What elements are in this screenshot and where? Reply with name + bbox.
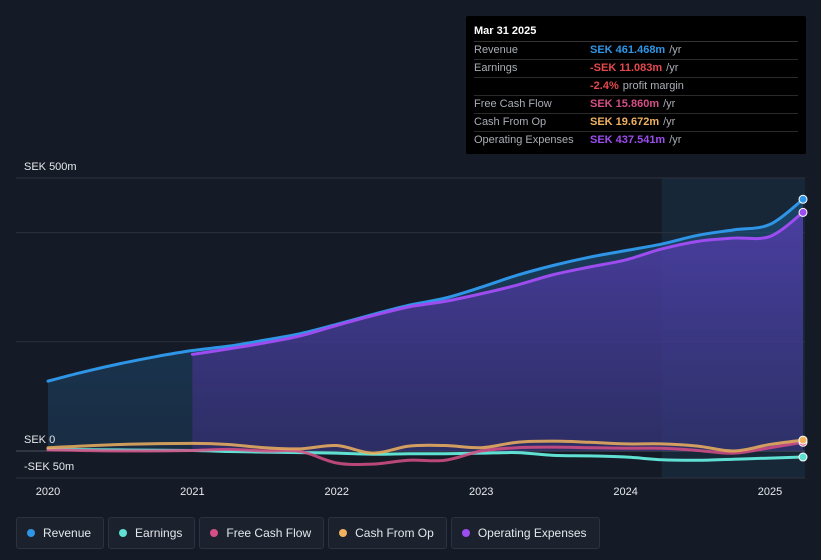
financials-chart: SEK 500m SEK 0 -SEK 50m 2020 2021 2022 2023 202… — [16, 161, 808, 498]
legend-dot-icon — [119, 529, 128, 537]
line-cash-from-op — [46, 438, 805, 455]
tooltip-row: Free Cash Flow SEK 15.860m/yr — [474, 96, 798, 114]
tooltip-row: Cash From Op SEK 19.672m/yr — [474, 114, 798, 132]
tooltip-unit: /yr — [663, 116, 676, 128]
tooltip-row: Earnings -SEK 11.083m/yr — [474, 60, 798, 78]
tooltip-value: -2.4% — [590, 80, 619, 92]
legend-item-earnings[interactable]: Earnings — [108, 517, 196, 549]
tooltip-label: Earnings — [474, 62, 518, 74]
legend-item-revenue[interactable]: Revenue — [16, 517, 105, 549]
tooltip-unit: profit margin — [622, 80, 684, 92]
tooltip-label: Cash From Op — [474, 116, 547, 128]
tooltip-value: SEK 437.541m — [590, 134, 666, 146]
tooltip-row: Operating Expenses SEK 437.541m/yr — [474, 132, 798, 149]
legend-item-cash-from-op[interactable]: Cash From Op — [328, 517, 447, 549]
tooltip-date: Mar 31 2025 — [474, 24, 798, 42]
legend-label: Revenue — [43, 526, 92, 540]
tooltip-value: SEK 15.860m — [590, 98, 660, 110]
tooltip-unit: /yr — [669, 134, 682, 146]
tooltip-label: Revenue — [474, 44, 519, 56]
line-revenue — [46, 197, 805, 383]
legend-label: Operating Expenses — [477, 526, 587, 540]
x-tick-label: 2023 — [469, 486, 493, 498]
tooltip-unit: /yr — [669, 44, 682, 56]
tooltip-unit: /yr — [666, 62, 679, 74]
legend-dot-icon — [27, 529, 35, 537]
x-tick-label: 2025 — [758, 486, 782, 498]
tooltip-label: Operating Expenses — [474, 134, 574, 146]
tooltip-label — [474, 78, 590, 95]
x-tick-label: 2022 — [325, 486, 349, 498]
x-tick-label: 2020 — [36, 486, 60, 498]
legend-dot-icon — [461, 529, 470, 537]
legend-label: Earnings — [135, 526, 183, 540]
legend-item-operating-expenses[interactable]: Operating Expenses — [450, 517, 600, 549]
point-earnings — [798, 452, 808, 462]
tooltip-value: SEK 19.672m — [590, 116, 660, 128]
tooltip-row: Revenue SEK 461.468m/yr — [474, 42, 798, 60]
tooltip-value: -SEK 11.083m — [590, 62, 663, 74]
line-operating-expenses — [190, 210, 805, 356]
legend-dot-icon — [210, 529, 219, 537]
tooltip-label: Free Cash Flow — [474, 98, 552, 110]
legend-item-free-cash-flow[interactable]: Free Cash Flow — [199, 517, 325, 549]
point-cash-from-op — [798, 435, 808, 445]
area-operating-expenses — [192, 212, 803, 451]
tooltip-rows: Revenue SEK 461.468m/yr Earnings -SEK 11.08… — [474, 42, 798, 149]
chart-legend: Revenue Earnings Free Cash Flow Cash From O… — [16, 517, 604, 549]
line-earnings — [46, 447, 805, 462]
point-revenue — [798, 194, 808, 204]
y-tick-label: SEK 0 — [24, 434, 55, 446]
x-tick-label: 2021 — [180, 486, 204, 498]
chart-svg: SEK 500m SEK 0 -SEK 50m 2020 2021 2022 2023 202… — [16, 161, 808, 498]
legend-label: Free Cash Flow — [226, 526, 312, 540]
legend-label: Cash From Op — [355, 526, 434, 540]
y-tick-label: -SEK 50m — [24, 461, 74, 473]
tooltip-row: -2.4% profit margin — [474, 78, 798, 96]
tooltip-value: SEK 461.468m — [590, 44, 666, 56]
legend-dot-icon — [339, 529, 348, 537]
line-free-cash-flow — [46, 440, 805, 467]
tooltip-unit: /yr — [663, 98, 676, 110]
point-operating-expenses — [798, 207, 808, 217]
data-tooltip: Mar 31 2025 Revenue SEK 461.468m/yr Earnin… — [466, 16, 806, 154]
x-tick-label: 2024 — [613, 486, 637, 498]
y-tick-label: SEK 500m — [24, 161, 77, 173]
